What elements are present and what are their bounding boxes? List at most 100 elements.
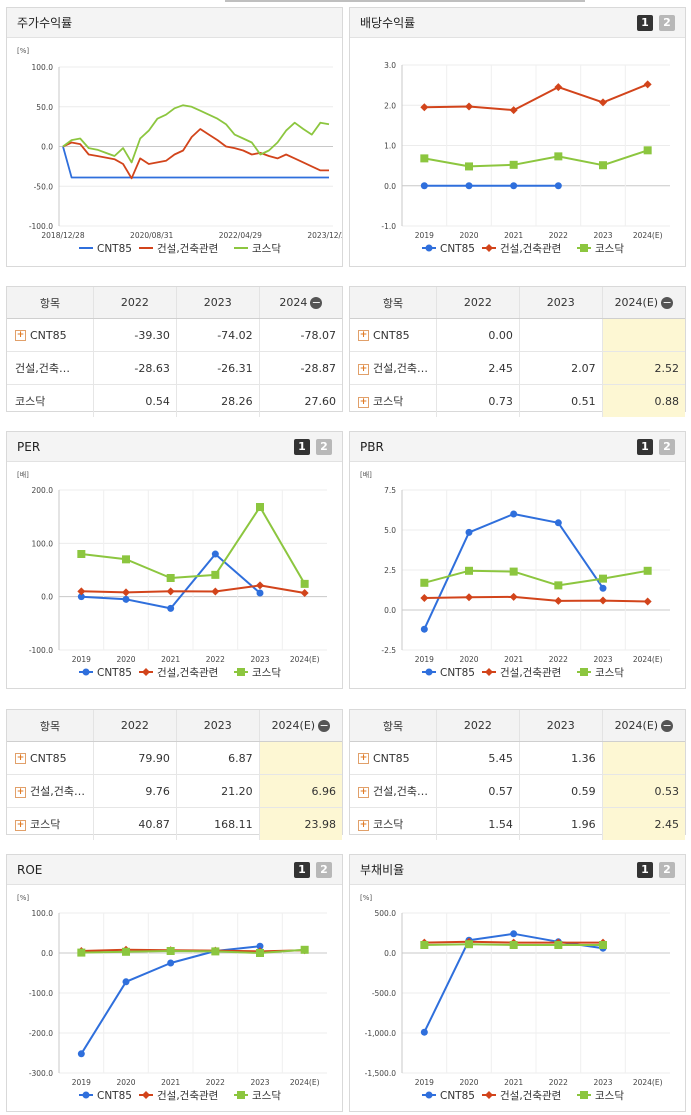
data-table: 항목 2022 2023 2024(E) − + CNT85 5.45 1.36 + 건설,건축… 0…	[350, 710, 685, 840]
data-point	[420, 625, 428, 633]
row-label: 건설,건축…	[15, 362, 70, 375]
period-button-2[interactable]: 2	[659, 862, 675, 878]
data-point	[122, 588, 130, 597]
period-button-1[interactable]: 1	[294, 439, 310, 455]
collapse-icon[interactable]: −	[310, 296, 323, 309]
legend-marker	[425, 244, 433, 252]
period-button-2[interactable]: 2	[659, 439, 675, 455]
legend-label: 코스닥	[595, 243, 624, 255]
table-cell: 27.60	[258, 384, 342, 417]
series-line-kosdaq	[424, 149, 649, 168]
data-point	[465, 593, 473, 602]
period-button-2[interactable]: 2	[316, 862, 332, 878]
data-point	[122, 947, 130, 956]
period-button-1[interactable]: 1	[637, 15, 653, 31]
data-point	[166, 587, 175, 596]
table-cell: 1.36	[518, 741, 603, 775]
x-tick-label: 2019	[72, 1078, 91, 1087]
expand-icon[interactable]: +	[358, 753, 369, 764]
period-button-1[interactable]: 1	[637, 439, 653, 455]
chart-svg: [배]200.0 100.0 0.0 -100.0 2019 2020 2021 2022 20…	[17, 470, 327, 679]
period-button-1[interactable]: 1	[294, 862, 310, 878]
x-tick-label: 2021	[504, 1078, 523, 1087]
expand-icon[interactable]: +	[358, 363, 369, 375]
chart-svg: [%]100.0 0.0 -100.0 -200.0 -300.0 2019 2020 202…	[17, 894, 327, 1102]
legend-label: 건설,건축관련	[157, 1090, 218, 1102]
row-label-cell: + 코스닥	[7, 807, 94, 840]
column-header-label: 2023	[546, 719, 575, 732]
data-point	[211, 587, 220, 596]
table-cell: 0.88	[601, 384, 685, 417]
x-tick-label: 2018/12/28	[41, 231, 84, 240]
table-row: + 코스닥 1.54 1.96 2.45	[350, 807, 685, 840]
row-label-cell: 건설,건축…	[7, 351, 94, 385]
legend-label: 건설,건축관련	[157, 667, 218, 679]
period-button-1[interactable]: 1	[637, 862, 653, 878]
expand-icon[interactable]: +	[15, 753, 26, 764]
panel-title: 배당수익률	[350, 8, 685, 38]
collapse-icon[interactable]: −	[661, 719, 674, 732]
column-header-label: 2022	[463, 296, 492, 309]
table-cell: 0.53	[601, 774, 685, 808]
expand-icon[interactable]: +	[15, 330, 26, 341]
y-unit-label: [%]	[17, 894, 29, 902]
chart-svg: 3.0 2.0 1.0 0.0 -1.0 2019 2020 2021 2022 2023 2024…	[381, 61, 670, 255]
x-tick-label: 2022	[206, 1078, 225, 1087]
data-point	[300, 579, 309, 588]
expand-icon[interactable]: +	[358, 396, 369, 408]
collapse-icon[interactable]: −	[318, 719, 331, 732]
row-label-cell: + 건설,건축…	[350, 351, 437, 385]
x-tick-label: 2024(E)	[290, 1078, 320, 1087]
expand-icon[interactable]: +	[15, 819, 26, 831]
table-cell	[258, 741, 342, 775]
period-button-2[interactable]: 2	[316, 439, 332, 455]
table-cell: 6.96	[258, 774, 342, 808]
legend-label: 건설,건축관련	[500, 667, 561, 679]
row-label-cell: + 코스닥	[350, 807, 437, 840]
column-header: 2024−	[258, 287, 342, 319]
expand-icon[interactable]: +	[358, 786, 369, 798]
x-tick-label: 2021	[161, 1078, 180, 1087]
row-label: 건설,건축…	[373, 785, 428, 798]
x-tick-label: 2019	[415, 655, 434, 664]
x-tick-label: 2023/12/28	[307, 231, 342, 240]
row-label: 건설,건축…	[30, 785, 85, 798]
data-point	[167, 959, 175, 967]
data-point	[420, 182, 428, 190]
data-point	[465, 528, 473, 536]
x-tick-label: 2019	[72, 655, 91, 664]
data-point	[509, 592, 518, 601]
data-point	[510, 510, 518, 518]
expand-icon[interactable]: +	[358, 819, 369, 831]
data-point	[300, 588, 309, 597]
period-button-2[interactable]: 2	[659, 15, 675, 31]
y-tick-label: -1,000.0	[365, 1029, 397, 1038]
data-point	[509, 106, 518, 115]
data-point	[643, 597, 652, 606]
column-header: 2024(E) −	[258, 710, 342, 742]
roe-panel: ROE 1 2 [%] 100.0 0.0 -100.0 -200.0 -300.0 2019 20…	[6, 854, 343, 1112]
row-label-cell: 코스닥	[7, 384, 94, 417]
data-point	[599, 596, 607, 605]
legend-label: 코스닥	[595, 667, 624, 679]
legend-marker	[142, 668, 150, 676]
y-tick-label: 0.0	[41, 143, 53, 152]
x-tick-label: 2024(E)	[633, 231, 663, 240]
table-cell: 9.76	[93, 774, 177, 808]
table-row: + 건설,건축… 2.45 2.07 2.52	[350, 351, 685, 385]
y-tick-label: 100.0	[32, 539, 54, 548]
data-point	[256, 589, 264, 597]
data-point	[465, 162, 473, 171]
table-cell: 40.87	[93, 807, 177, 840]
expand-icon[interactable]: +	[358, 330, 369, 341]
legend-label: CNT85	[440, 1090, 475, 1102]
stock-return-table: 항목 2022 2023 2024− + CNT85 -39.30 -74.02 -78.07 건…	[6, 286, 343, 417]
x-tick-label: 2023	[593, 655, 612, 664]
dividend-yield-table: 항목 2022 2023 2024(E) − + CNT85 0.00 + 건설,건축… 2.45 2…	[349, 286, 686, 417]
x-tick-label: 2023	[593, 231, 612, 240]
chart-svg: [%]500.0 0.0 -500.0 -1,000.0 -1,500.0 2019 202…	[360, 894, 670, 1102]
table-cell: 5.45	[436, 741, 520, 775]
collapse-icon[interactable]: −	[661, 296, 674, 309]
y-tick-label: -100.0	[29, 989, 53, 998]
expand-icon[interactable]: +	[15, 786, 26, 798]
